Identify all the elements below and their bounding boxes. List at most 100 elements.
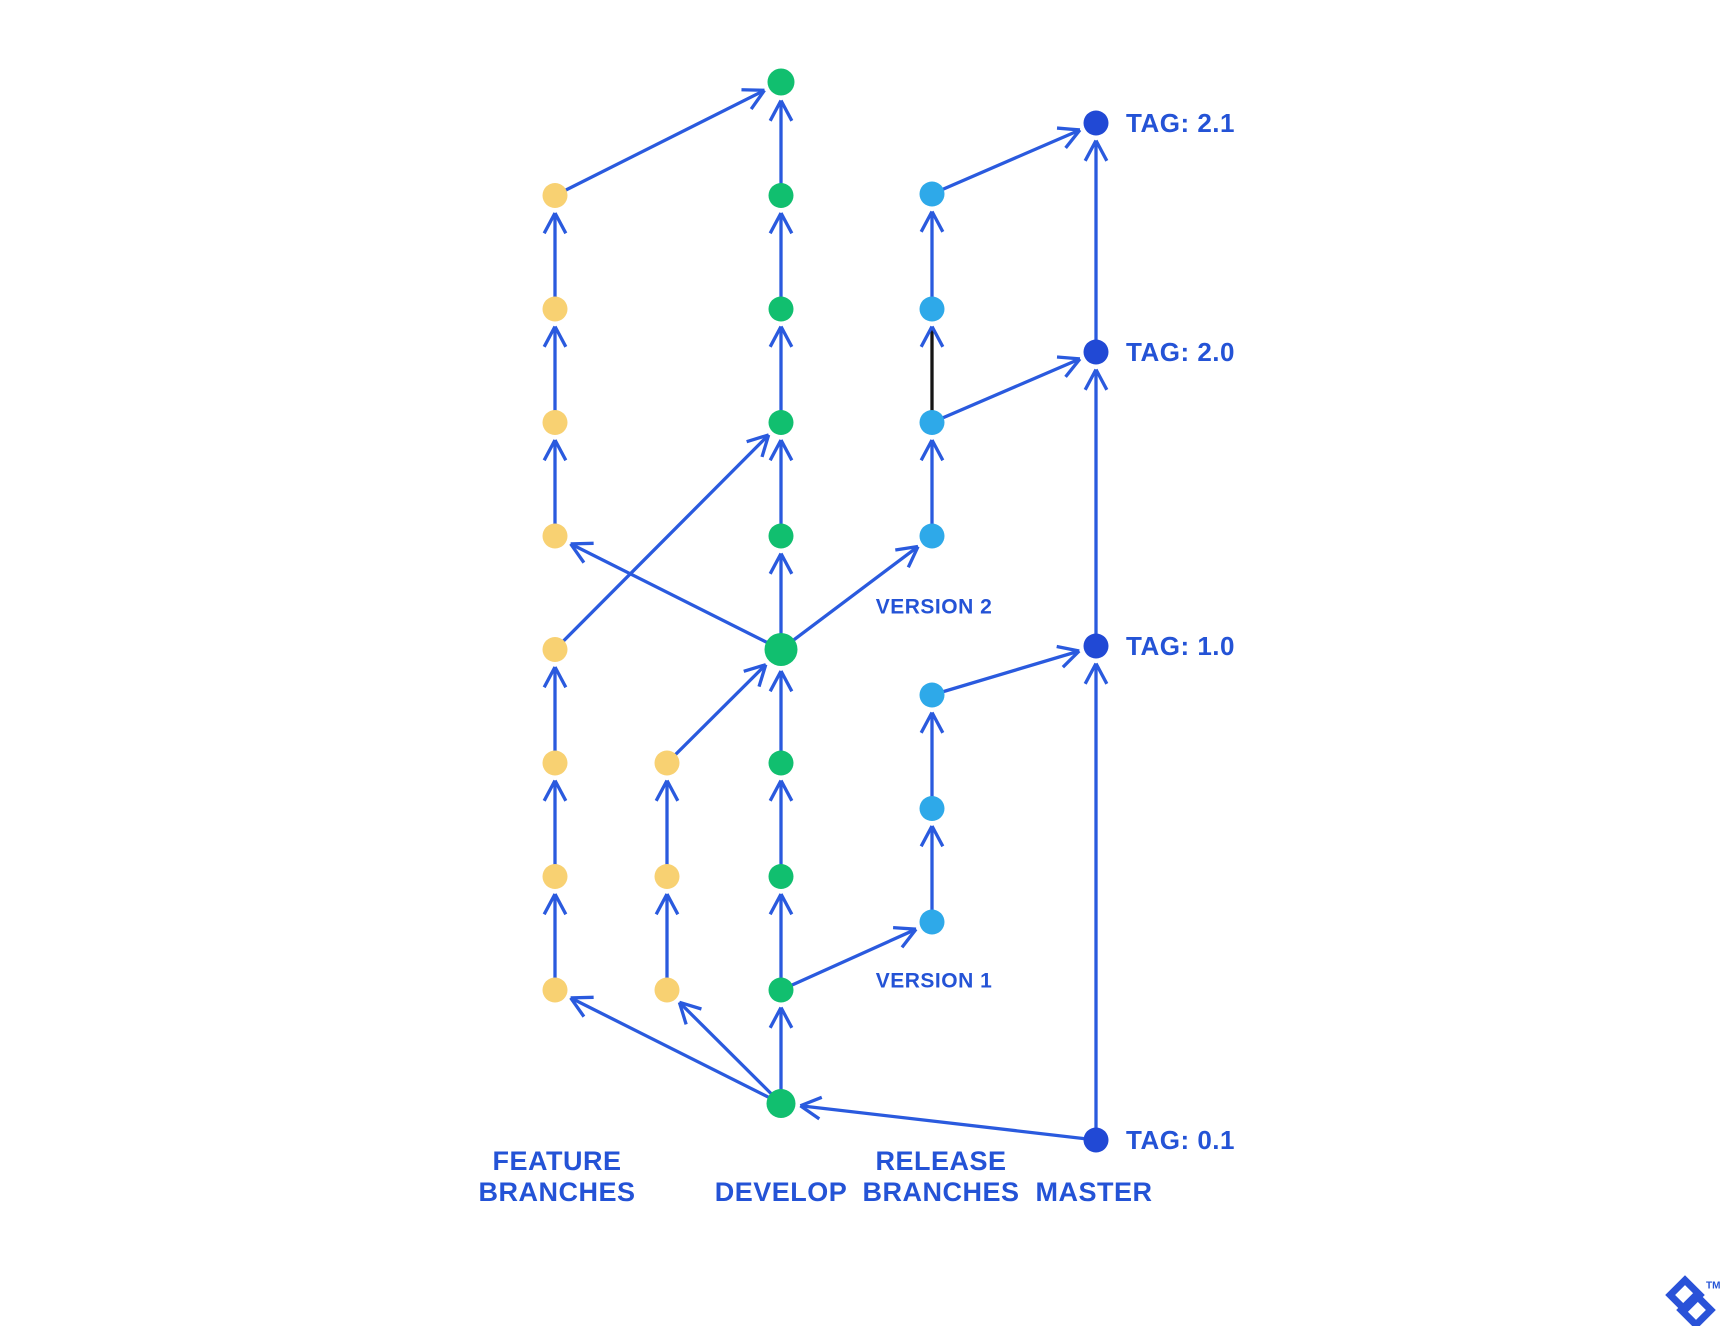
commit-develop-d3 — [768, 750, 794, 776]
commit-release-r2b — [919, 410, 945, 435]
edge-r1c-m10 — [931, 649, 1080, 697]
arrowhead-d1-leg2 — [779, 1006, 794, 1029]
arrowhead-d9-leg1 — [768, 99, 783, 122]
commit-develop-d1 — [768, 977, 794, 1003]
arrowhead-d4-leg2 — [779, 670, 794, 693]
tag-1-0-label: TAG: 1.0 — [1126, 631, 1235, 661]
commit-develop-d5 — [768, 523, 794, 549]
commit-master-m20 — [1083, 339, 1109, 365]
arrowhead-m21-leg2 — [1094, 139, 1109, 162]
arrowhead-m20-leg1 — [1083, 368, 1098, 391]
arrowhead-d5-leg1 — [768, 552, 783, 575]
arrowhead-d9-leg2 — [749, 89, 766, 111]
arrowhead-r2a-leg2 — [906, 545, 920, 569]
arrowhead-f1_3-leg2 — [553, 779, 568, 802]
commit-release-r1c — [919, 682, 945, 708]
arrowhead-f2_2-leg2 — [665, 893, 680, 916]
arrowhead-d4-leg2 — [757, 664, 768, 688]
arrowhead-d2-leg2 — [779, 893, 794, 916]
arrowhead-f1_2-leg2 — [553, 893, 568, 916]
arrowhead-r1a-leg2 — [900, 928, 918, 949]
arrowhead-f1_4-leg1 — [542, 666, 557, 689]
arrowhead-f1_2-leg1 — [542, 893, 557, 916]
edge-f2_3-d4 — [665, 663, 767, 765]
arrowhead-m10-leg2 — [1094, 662, 1109, 685]
release-branches-label-line1: RELEASE — [875, 1146, 1006, 1176]
arrowhead-r1b-leg1 — [919, 825, 934, 848]
arrowhead-f1_1-leg1 — [569, 996, 586, 1018]
arrowhead-d4-leg1 — [743, 663, 767, 673]
arrowhead-r2c-leg1 — [919, 325, 934, 348]
arrowhead-d7-leg2 — [779, 325, 794, 348]
arrowhead-f1_8-leg2 — [553, 212, 568, 235]
arrowhead-m20-leg2 — [1064, 357, 1082, 378]
commit-master-m21 — [1083, 110, 1109, 136]
commit-develop-d8 — [768, 183, 794, 208]
commit-feature-f1_6 — [542, 410, 568, 435]
edge-d4-f1_5 — [569, 542, 782, 651]
arrowhead-f2_1-leg2 — [678, 1000, 702, 1011]
arrowhead-f2_3-leg1 — [654, 779, 669, 802]
edge-m01-d0 — [800, 1104, 1097, 1142]
arrowhead-m20-leg1 — [1056, 355, 1081, 361]
arrowhead-r1c-leg1 — [919, 711, 934, 734]
arrowhead-r1c-leg2 — [930, 711, 945, 734]
arrowhead-r2b-leg2 — [930, 439, 945, 462]
version-1-label: VERSION 1 — [876, 970, 993, 993]
commit-feature-f1_2 — [542, 864, 568, 889]
branch-edges — [542, 88, 1109, 1142]
develop-label: DEVELOP — [715, 1177, 848, 1207]
arrowhead-r1a-leg1 — [892, 926, 917, 931]
edge-d4-r2a — [780, 545, 920, 651]
feature-branches-label-line1: FEATURE — [493, 1146, 622, 1176]
arrowhead-d0-leg1 — [799, 1104, 821, 1121]
commit-feature-f1_8 — [542, 183, 568, 208]
edge-d1-r1a — [780, 927, 917, 992]
arrowhead-r2d-leg2 — [930, 210, 945, 233]
commit-nodes — [542, 68, 1109, 1153]
arrowhead-d5-leg2 — [779, 552, 794, 575]
arrowhead-r1b-leg2 — [930, 825, 945, 848]
commit-develop-d4 — [764, 633, 798, 666]
arrowhead-d6-leg1 — [768, 439, 783, 462]
arrowhead-d0-leg2 — [799, 1095, 823, 1108]
arrowhead-m21-leg1 — [1056, 126, 1081, 132]
commit-develop-d2 — [768, 864, 794, 889]
toptal-logo: TM — [1665, 1275, 1720, 1326]
edge-r2d-m21 — [931, 128, 1081, 196]
arrowhead-d6-leg2 — [779, 439, 794, 462]
commit-develop-d6 — [768, 410, 794, 435]
tag-0-1-label: TAG: 0.1 — [1126, 1125, 1235, 1155]
arrowhead-d9-leg1 — [741, 88, 765, 92]
commit-release-r1a — [919, 909, 945, 935]
feature-branches-label-line2: BRANCHES — [478, 1177, 635, 1207]
arrowhead-f2_3-leg2 — [665, 779, 680, 802]
commit-feature-f1_4 — [542, 637, 568, 662]
arrowhead-f2_2-leg1 — [654, 893, 669, 916]
tag-2-0-label: TAG: 2.0 — [1126, 337, 1235, 367]
release-branches-label-line2: BRANCHES — [862, 1177, 1019, 1207]
commit-feature-f1_5 — [542, 523, 568, 549]
trademark-text: TM — [1706, 1281, 1720, 1292]
commit-feature-f1_3 — [542, 750, 568, 776]
arrowhead-f1_1-leg2 — [570, 995, 594, 1000]
arrowhead-m10-leg1 — [1083, 662, 1098, 685]
arrowhead-f1_5-leg2 — [570, 541, 594, 546]
arrowhead-d2-leg1 — [768, 893, 783, 916]
commit-develop-d0 — [766, 1089, 796, 1118]
arrowhead-f1_8-leg1 — [542, 212, 557, 235]
commit-release-r2a — [919, 523, 945, 549]
arrowhead-d3-leg2 — [779, 779, 794, 802]
commit-release-r2c — [919, 296, 945, 322]
commit-develop-d7 — [768, 296, 794, 322]
master-label: MASTER — [1036, 1177, 1153, 1207]
arrowhead-f1_6-leg1 — [542, 439, 557, 462]
edge-f1_8-d9 — [554, 88, 766, 197]
commit-develop-d9 — [767, 68, 795, 96]
arrowhead-r2b-leg1 — [919, 439, 934, 462]
arrowhead-f1_7-leg2 — [553, 325, 568, 348]
arrowhead-d8-leg1 — [768, 212, 783, 235]
toptal-logo-diamond-2 — [1676, 1290, 1716, 1326]
arrowhead-f1_4-leg2 — [553, 666, 568, 689]
